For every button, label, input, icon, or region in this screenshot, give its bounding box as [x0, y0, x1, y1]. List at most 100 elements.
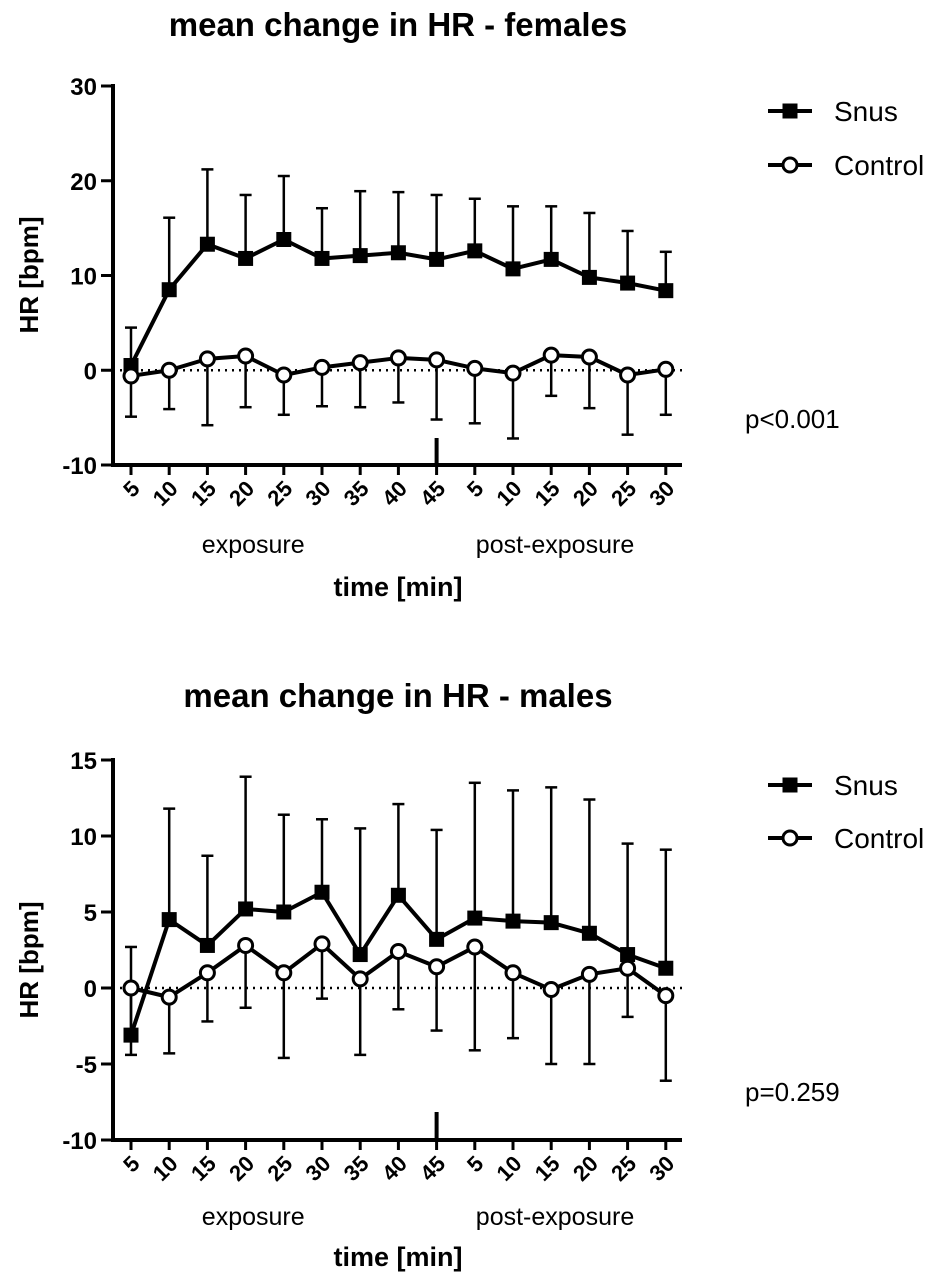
- x-tick-label: 5: [462, 476, 488, 502]
- data-point: [122, 979, 140, 997]
- data-point: [161, 912, 177, 928]
- x-tick-label: 30: [644, 476, 679, 511]
- data-point: [160, 988, 178, 1006]
- data-point: [199, 937, 215, 953]
- x-tick-label: 10: [492, 1151, 527, 1186]
- x-tick-label: 15: [186, 476, 221, 511]
- data-point: [657, 987, 675, 1005]
- data-point: [467, 243, 483, 259]
- data-point: [619, 366, 637, 384]
- data-point: [276, 904, 292, 920]
- chart-title: mean change in HR - males: [183, 677, 612, 714]
- data-point: [237, 936, 255, 954]
- legend-marker: [781, 156, 799, 174]
- data-point: [581, 925, 597, 941]
- x-tick-label: 45: [415, 1151, 450, 1186]
- legend-marker: [782, 777, 798, 793]
- x-tick-label: 5: [462, 1151, 488, 1177]
- data-point: [161, 282, 177, 298]
- chart-0: mean change in HR - females HR [bpm] -10 0 1…: [14, 6, 924, 602]
- x-axis-label: time [min]: [333, 572, 462, 602]
- x-tick-label: 20: [568, 1151, 603, 1186]
- data-point: [504, 964, 522, 982]
- data-point: [313, 935, 331, 953]
- data-point: [657, 360, 675, 378]
- data-point: [428, 351, 446, 369]
- y-tick-label: 15: [70, 748, 97, 775]
- legend-marker: [781, 829, 799, 847]
- y-tick-label: -10: [62, 1128, 97, 1155]
- data-point: [352, 947, 368, 963]
- x-tick-label: 10: [492, 476, 527, 511]
- x-tick-label: 25: [606, 476, 641, 511]
- x-tick-label: 30: [301, 1151, 336, 1186]
- y-tick-label: 20: [70, 169, 97, 196]
- x-tick-label: 10: [148, 476, 183, 511]
- chart-title: mean change in HR - females: [169, 6, 627, 43]
- group-label-post-exposure: post-exposure: [476, 1203, 634, 1231]
- data-point: [428, 958, 446, 976]
- data-point: [542, 346, 560, 364]
- y-tick-label: 0: [84, 976, 97, 1003]
- data-point: [542, 981, 560, 999]
- p-value: p<0.001: [745, 404, 840, 434]
- data-point: [198, 964, 216, 982]
- data-point: [505, 261, 521, 277]
- data-point: [160, 361, 178, 379]
- data-point: [351, 970, 369, 988]
- data-point: [275, 366, 293, 384]
- data-point: [313, 358, 331, 376]
- group-label-exposure: exposure: [202, 1203, 305, 1231]
- data-point: [466, 359, 484, 377]
- x-tick-label: 40: [377, 476, 412, 511]
- y-tick-label: 5: [84, 900, 97, 927]
- legend-label: Snus: [834, 770, 898, 801]
- chart-1: mean change in HR - males HR [bpm] -10 -5 0 5…: [14, 677, 924, 1272]
- legend-label: Control: [834, 150, 924, 181]
- x-tick-label: 25: [262, 1151, 297, 1186]
- x-tick-label: 20: [224, 1151, 259, 1186]
- data-point: [352, 248, 368, 264]
- y-tick-label: -5: [76, 1052, 97, 1079]
- data-point: [505, 913, 521, 929]
- data-point: [238, 901, 254, 917]
- x-tick-label: 15: [530, 476, 565, 511]
- data-point: [543, 251, 559, 267]
- data-point: [658, 283, 674, 299]
- data-point: [467, 910, 483, 926]
- x-tick-label: 15: [530, 1151, 565, 1186]
- data-point: [429, 931, 445, 947]
- x-tick-label: 5: [118, 1151, 144, 1177]
- group-label-exposure: exposure: [202, 531, 305, 559]
- legend-label: Snus: [834, 96, 898, 127]
- data-point: [429, 251, 445, 267]
- series-control: [122, 935, 675, 1082]
- x-tick-label: 35: [339, 1151, 374, 1186]
- y-tick-label: 10: [70, 264, 97, 291]
- y-axis-label: HR [bpm]: [14, 217, 44, 334]
- data-point: [504, 364, 522, 382]
- data-point: [199, 236, 215, 252]
- x-tick-label: 45: [415, 476, 450, 511]
- data-point: [390, 887, 406, 903]
- data-point: [238, 250, 254, 266]
- data-point: [276, 231, 292, 247]
- legend-marker: [782, 103, 798, 119]
- data-point: [580, 348, 598, 366]
- y-axis-label: HR [bpm]: [14, 902, 44, 1019]
- x-tick-label: 25: [262, 476, 297, 511]
- x-tick-label: 30: [301, 476, 336, 511]
- data-point: [389, 943, 407, 961]
- x-tick-label: 25: [606, 1151, 641, 1186]
- data-point: [122, 367, 140, 385]
- x-axis-label: time [min]: [333, 1242, 462, 1272]
- y-tick-label: 30: [70, 74, 97, 101]
- data-point: [314, 250, 330, 266]
- data-point: [275, 964, 293, 982]
- data-point: [620, 947, 636, 963]
- data-point: [314, 884, 330, 900]
- x-tick-label: 35: [339, 476, 374, 511]
- x-tick-label: 5: [118, 476, 144, 502]
- data-point: [581, 269, 597, 285]
